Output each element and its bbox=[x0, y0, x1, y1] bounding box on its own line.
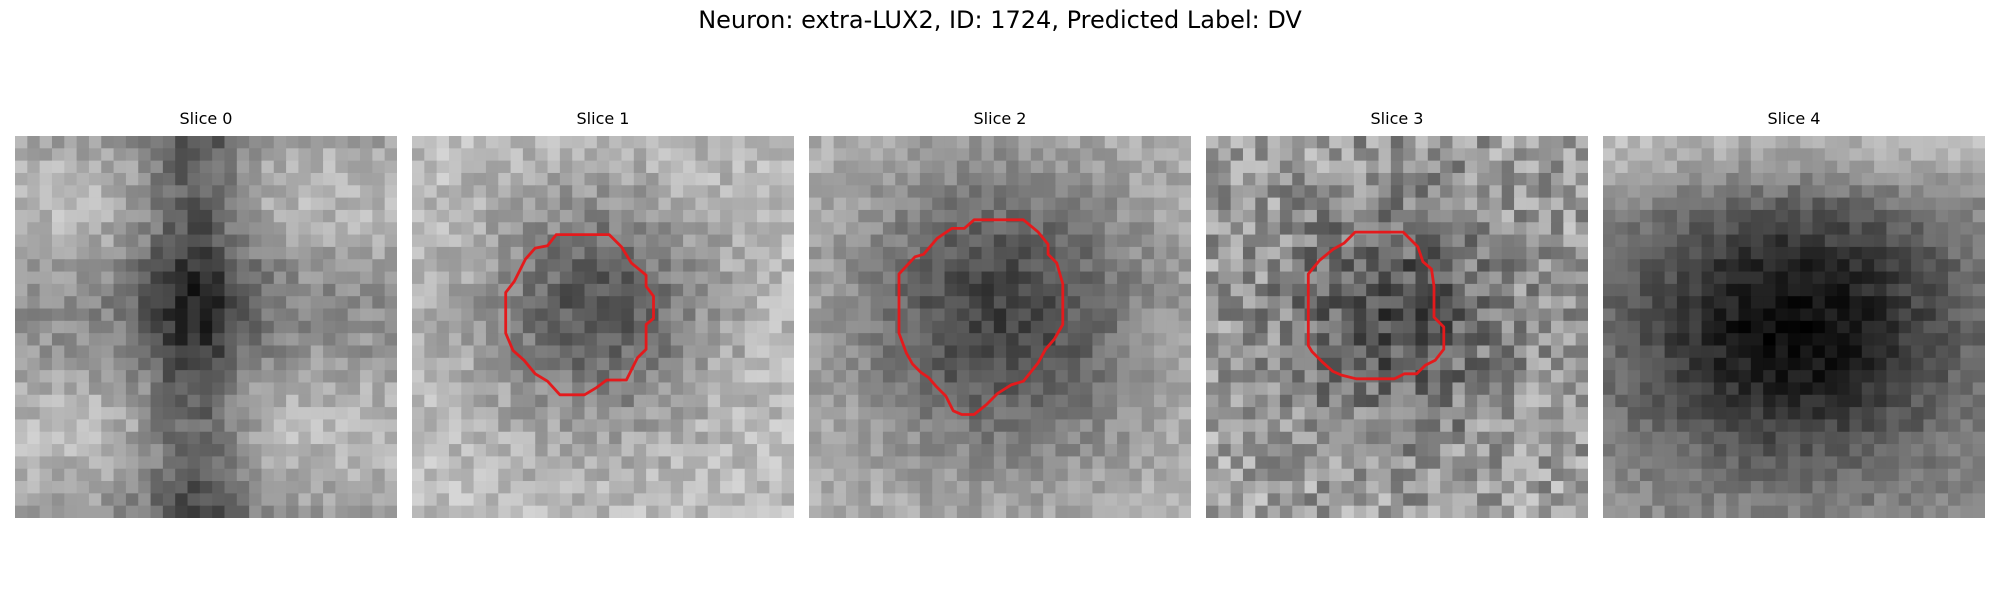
segmentation-contour bbox=[897, 218, 1065, 416]
slice-image bbox=[1603, 136, 1985, 518]
slice-title: Slice 1 bbox=[576, 109, 630, 128]
slice-title: Slice 0 bbox=[179, 109, 233, 128]
slice-pixels bbox=[1206, 136, 1588, 518]
slice-panel-1: Slice 1 bbox=[412, 108, 794, 518]
slice-image bbox=[809, 136, 1191, 518]
figure-title: Neuron: extra-LUX2, ID: 1724, Predicted … bbox=[698, 6, 1302, 34]
slice-image-svg bbox=[412, 136, 794, 518]
slice-image bbox=[412, 136, 794, 518]
slice-image-svg bbox=[1206, 136, 1588, 518]
segmentation-contour bbox=[1306, 230, 1446, 381]
slice-panel-4: Slice 4 bbox=[1603, 108, 1985, 518]
slice-panel-3: Slice 3 bbox=[1206, 108, 1588, 518]
slice-title: Slice 3 bbox=[1370, 109, 1424, 128]
slice-pixels bbox=[1603, 136, 1985, 518]
slice-pixels bbox=[412, 136, 794, 518]
slice-title: Slice 4 bbox=[1767, 109, 1821, 128]
slice-image bbox=[15, 136, 397, 518]
slice-image-svg bbox=[15, 136, 397, 518]
slice-panel-0: Slice 0 bbox=[15, 108, 397, 518]
segmentation-contour bbox=[504, 233, 655, 397]
slice-image-svg bbox=[809, 136, 1191, 518]
slice-image-svg bbox=[1603, 136, 1985, 518]
slice-pixels bbox=[15, 136, 397, 518]
slice-pixels bbox=[809, 136, 1191, 518]
slice-title: Slice 2 bbox=[973, 109, 1027, 128]
slice-panel-2: Slice 2 bbox=[809, 108, 1191, 518]
slice-image bbox=[1206, 136, 1588, 518]
